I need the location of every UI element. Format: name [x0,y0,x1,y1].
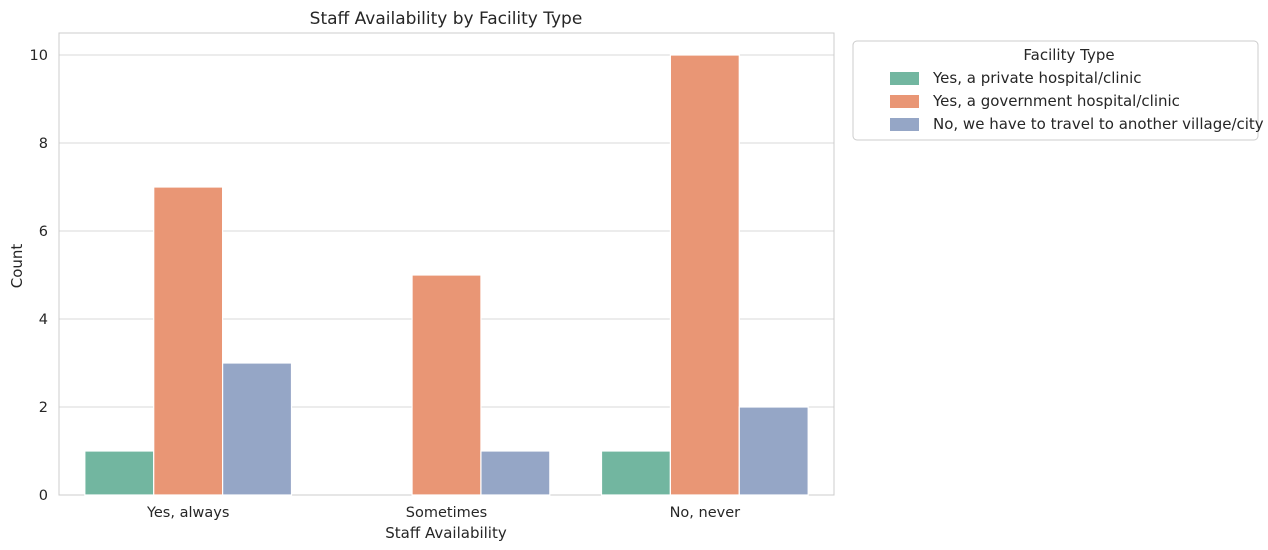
y-tick-label: 2 [39,400,48,416]
x-tick-label: No, never [670,505,741,521]
y-tick-label: 0 [39,488,48,504]
y-tick-label: 6 [39,224,48,240]
bar [411,274,482,496]
bar [480,450,551,496]
legend-label: Yes, a private hospital/clinic [932,69,1142,87]
x-axis-label: Staff Availability [385,524,507,542]
legend-swatch [890,72,919,85]
x-tick-label: Yes, always [146,505,229,521]
legend-label: Yes, a government hospital/clinic [932,92,1180,110]
y-tick-label: 10 [30,48,48,64]
legend-label: No, we have to travel to another village… [933,115,1264,133]
legend-swatch [890,118,919,131]
bar [153,186,224,496]
chart-title: Staff Availability by Facility Type [310,9,583,29]
legend-title: Facility Type [1023,46,1114,64]
legend-items: Yes, a private hospital/clinic Yes, a gov… [890,69,1264,133]
bar [222,362,293,496]
x-tick-label: Sometimes [406,505,487,521]
y-tick-label: 4 [39,312,48,328]
legend-swatch [890,95,919,108]
x-axis-ticks: Yes, always Sometimes No, never [146,505,740,521]
bar [669,54,740,496]
bar [738,406,809,496]
y-tick-label: 8 [39,136,48,152]
bar [84,450,155,496]
bars [84,54,809,496]
legend: Facility Type Yes, a private hospital/cl… [852,40,1264,141]
legend-frame [852,40,1259,141]
y-axis-label: Count [8,244,26,289]
y-axis-ticks: 0 2 4 6 8 10 [30,48,48,504]
bar [600,450,671,496]
